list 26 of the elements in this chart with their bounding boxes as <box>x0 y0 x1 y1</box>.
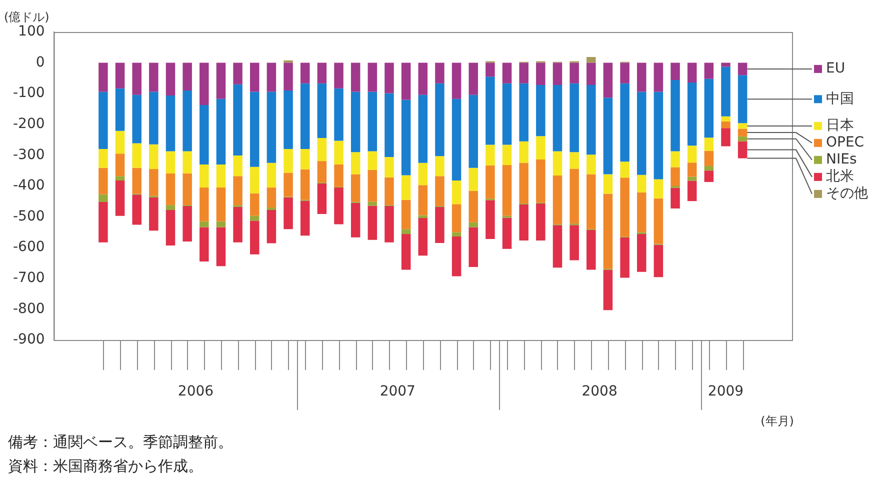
legend-label: その他 <box>826 186 868 202</box>
legend-label: 日本 <box>826 118 854 134</box>
y-tick-label: -300 <box>12 146 45 163</box>
legend-label: EU <box>826 60 846 77</box>
text: 資料：米国商務省から作成。 <box>8 456 204 477</box>
x-tick-label: 2007 <box>380 384 416 400</box>
x-tick-label: 2009 <box>708 384 744 400</box>
y-tick-label: 100 <box>18 24 45 40</box>
y-tick-label: -900 <box>12 332 45 348</box>
legend-label: NIEs <box>826 152 857 168</box>
legend-label: OPEC <box>826 134 864 151</box>
y-tick-label: -600 <box>12 239 45 256</box>
y-tick-label: -100 <box>12 85 45 102</box>
y-axis-title: (億ドル) <box>4 10 50 24</box>
text: 備考：通関ベース。季節調整前。 <box>8 432 233 453</box>
legend-label: 中国 <box>826 90 854 107</box>
legend-label: 北米 <box>826 168 854 185</box>
y-tick-label: -800 <box>12 300 45 317</box>
y-tick-label: -200 <box>12 116 45 132</box>
y-tick-label: 0 <box>36 54 45 70</box>
y-tick-label: -500 <box>12 208 45 224</box>
x-tick-label: 2008 <box>582 384 618 400</box>
y-tick-label: -700 <box>12 270 45 286</box>
y-tick-label: -400 <box>12 178 45 194</box>
x-axis-title: (年月) <box>760 414 794 428</box>
x-tick-label: 2006 <box>178 384 214 400</box>
